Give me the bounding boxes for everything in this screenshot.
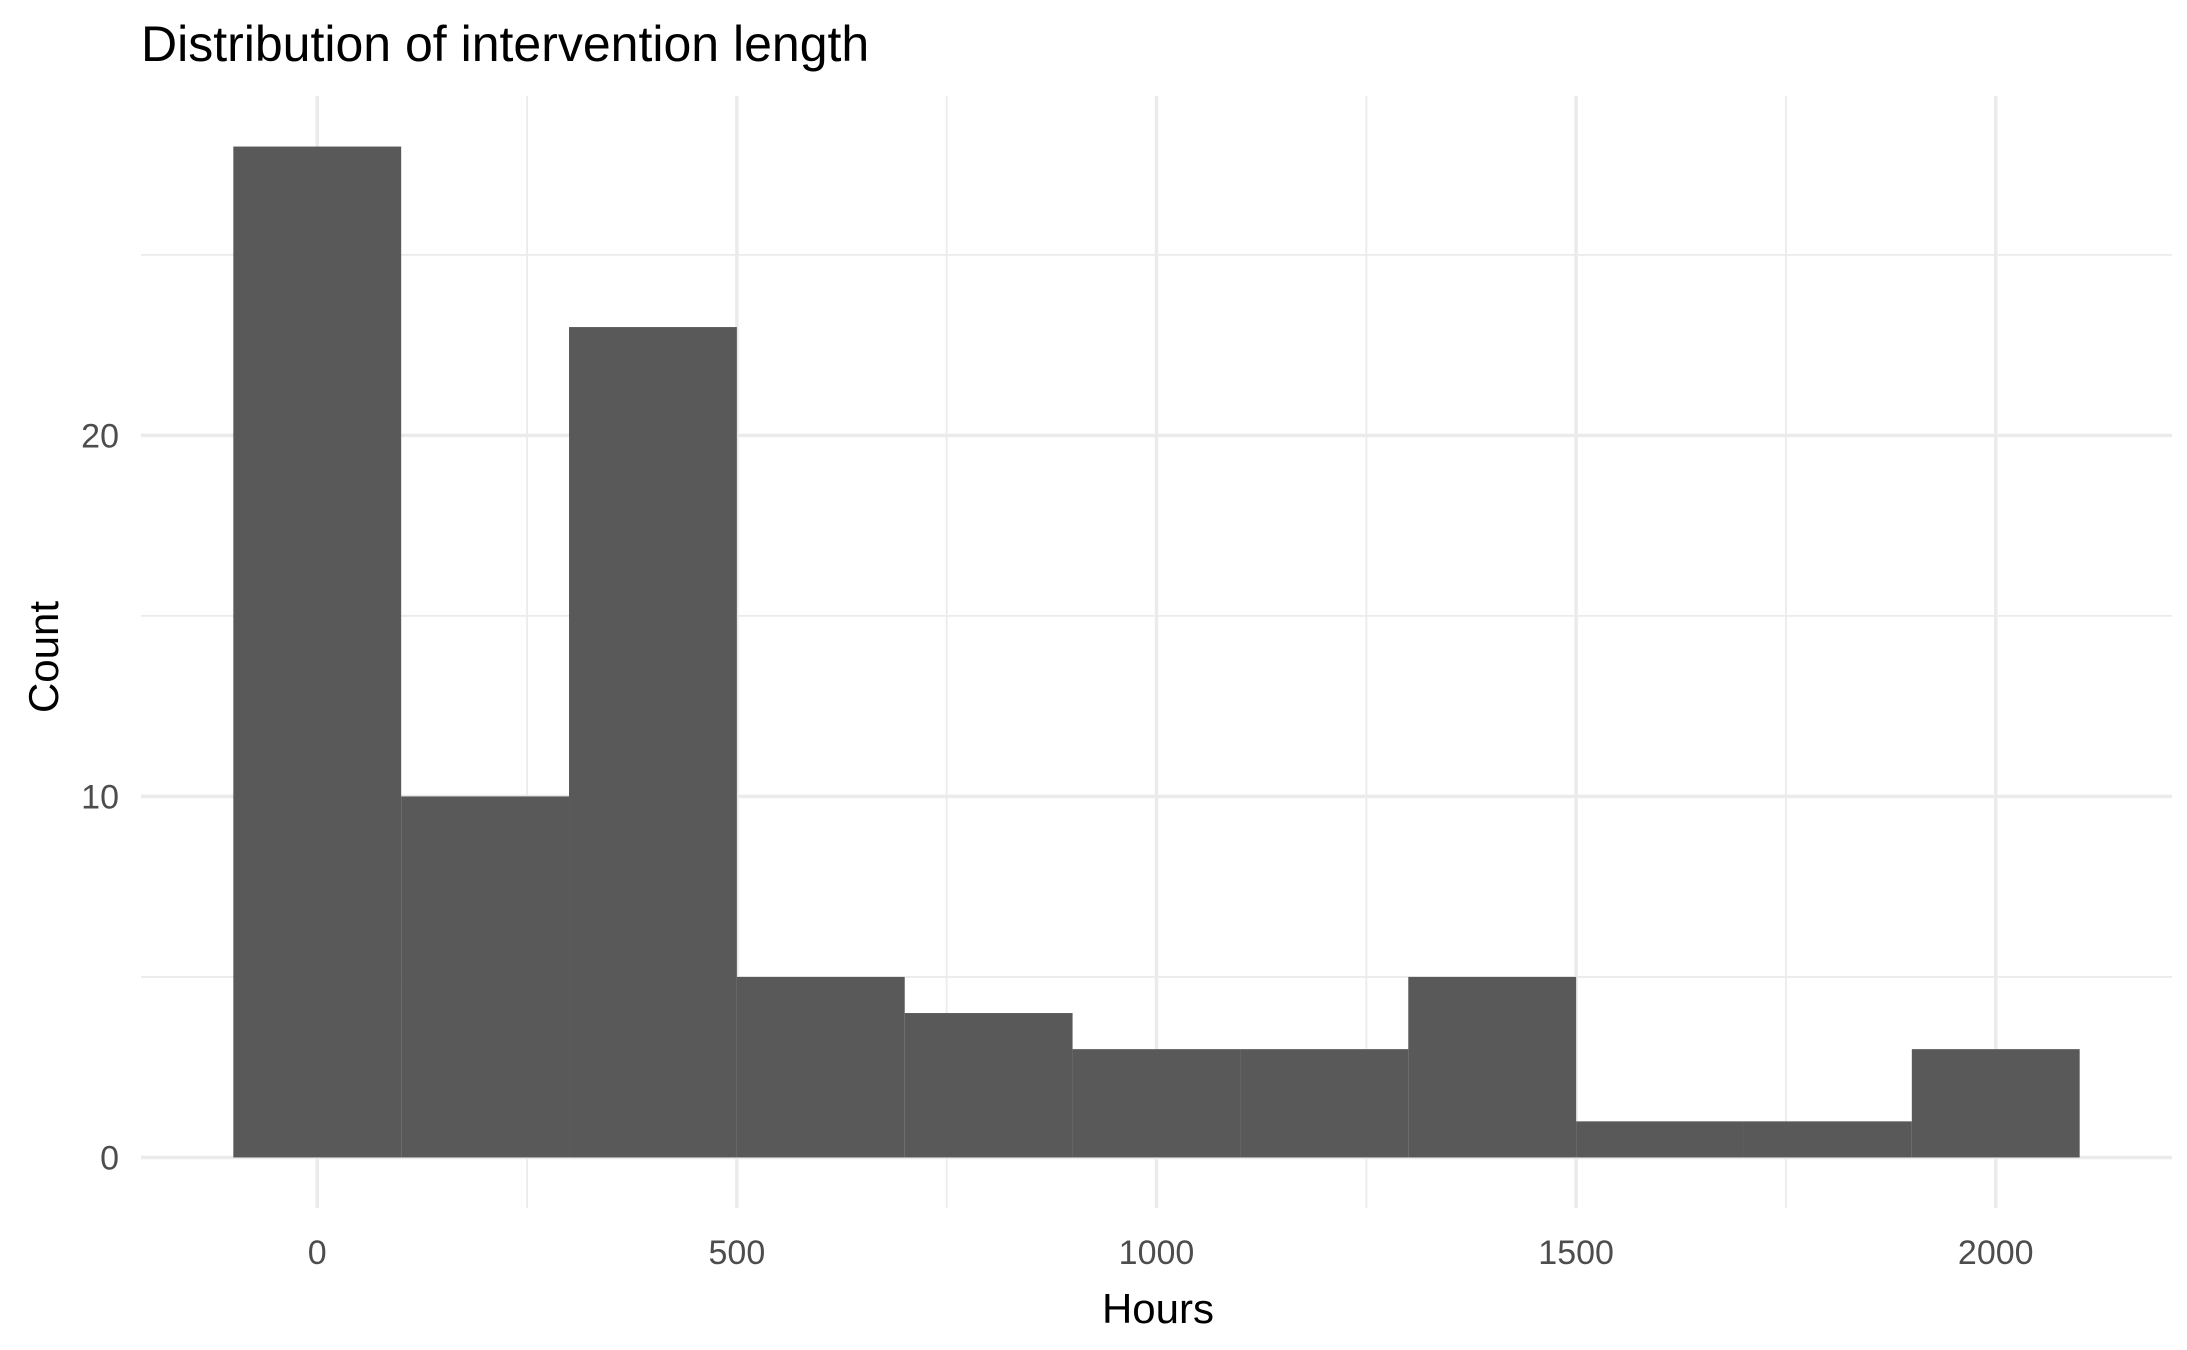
histogram-bar-8 <box>1408 976 1577 1158</box>
y-axis-title: Count <box>20 601 67 713</box>
x-tick-label: 2000 <box>1958 1234 2034 1272</box>
histogram-bar-3 <box>569 327 737 1158</box>
histogram-bar-11 <box>1911 1049 2080 1158</box>
x-tick-label: 500 <box>709 1234 766 1272</box>
histogram-bars <box>233 146 2080 1158</box>
y-tick-label: 10 <box>81 778 119 816</box>
x-axis-title: Hours <box>1102 1285 1214 1332</box>
x-tick-label: 0 <box>308 1234 327 1272</box>
x-tick-label: 1500 <box>1538 1234 1614 1272</box>
histogram-bar-7 <box>1240 1049 1409 1158</box>
histogram-bar-1 <box>233 146 402 1158</box>
x-axis-tick-labels: 0 500 1000 1500 2000 <box>308 1234 2034 1272</box>
histogram-bar-4 <box>736 976 905 1158</box>
chart-title: Distribution of intervention length <box>141 16 869 72</box>
histogram-bar-6 <box>1072 1049 1241 1158</box>
y-tick-label: 20 <box>81 417 119 455</box>
histogram-bar-5 <box>904 1013 1073 1158</box>
histogram-bar-10 <box>1743 1121 1912 1158</box>
histogram-bar-2 <box>401 796 570 1158</box>
x-tick-label: 1000 <box>1119 1234 1195 1272</box>
y-axis-tick-labels: 0 10 20 <box>81 417 119 1177</box>
y-tick-label: 0 <box>100 1139 119 1177</box>
histogram-bar-9 <box>1576 1121 1744 1158</box>
